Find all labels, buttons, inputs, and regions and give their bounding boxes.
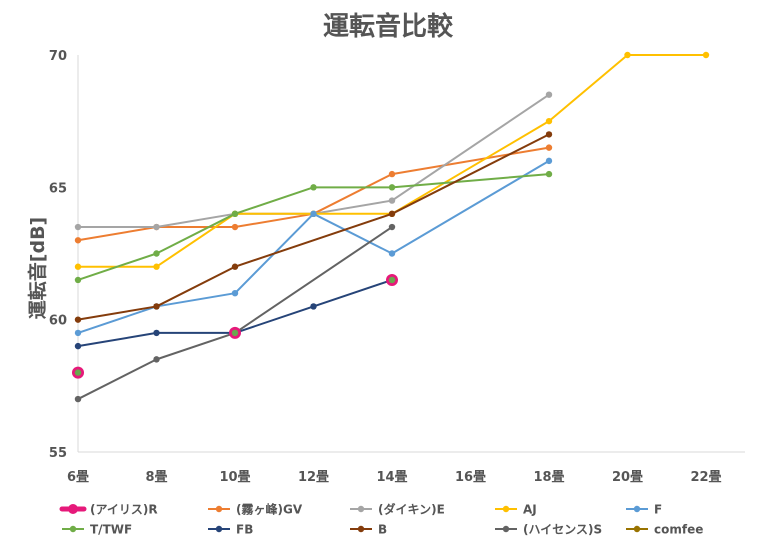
legend-marker [68,504,78,514]
data-point [388,184,396,191]
x-tick-label: 16畳 [455,470,486,485]
x-tick-label: 14畳 [376,470,407,485]
data-point-center [231,329,239,337]
legend-item: B [350,523,387,537]
data-point-center [74,369,82,376]
legend-label: (霧ヶ峰)GV [236,502,303,517]
series-7 [74,131,553,323]
legend-label: AJ [523,503,537,517]
series-5 [74,170,553,284]
y-tick-label: 55 [49,446,67,461]
legend-marker [69,525,77,533]
data-point [388,250,396,257]
legend-marker [215,505,223,513]
data-point [153,250,160,257]
series-1 [74,144,553,244]
y-tick-label: 60 [49,314,67,329]
data-point [545,91,553,98]
legend-item: comfee [626,523,703,537]
legend-label: B [378,523,387,537]
data-point [74,342,82,350]
data-point [74,329,82,337]
legend: (アイリス)R (霧ヶ峰)GV (ダイキン)E AJ F T/TWF FB B (ハイセンス)S… [59,502,703,537]
data-point [153,263,160,270]
y-tick-label: 65 [49,181,67,196]
data-point [231,223,239,231]
series-line [78,93,550,229]
x-tick-label: 8畳 [145,470,167,485]
series-line [78,54,706,268]
legend-item: T/TWF [62,523,132,537]
x-tick-label: 18畳 [533,470,564,485]
x-tick-label: 22畳 [690,470,721,485]
legend-marker [357,505,365,513]
legend-item: (ダイキン)E [350,502,445,517]
legend-item: (アイリス)R [59,503,158,517]
series-line [77,226,393,400]
data-point [231,210,239,217]
series-layer [72,51,710,403]
data-point [545,170,553,178]
data-point [624,51,631,59]
data-point [153,356,160,363]
x-tick-label: 6畳 [67,470,89,485]
legend-marker [633,525,641,533]
data-point [153,303,160,310]
legend-item: F [626,503,662,517]
data-point [310,210,317,217]
data-point [74,316,82,323]
chart-title: 運転音比較 [323,11,454,42]
series-line [77,146,550,242]
legend-marker [502,525,510,533]
legend-label: (アイリス)R [90,503,158,517]
y-tick-label: 70 [49,49,67,64]
legend-item: AJ [495,503,537,517]
data-point [74,276,82,284]
x-tick-label: 20畳 [612,470,643,485]
data-point [388,223,396,231]
data-point [388,197,396,204]
data-point [153,223,160,231]
legend-marker [215,525,223,533]
legend-label: F [654,503,662,517]
x-tick-label: 10畳 [219,470,250,485]
legend-item: (ハイセンス)S [495,523,602,537]
legend-marker [502,505,510,513]
data-point [310,184,317,191]
data-point-center [388,276,396,284]
data-point [545,117,553,125]
data-point [231,290,239,297]
legend-label: (ハイセンス)S [523,523,602,537]
legend-label: FB [236,523,253,537]
data-point [388,170,396,178]
data-point [388,210,396,217]
series-line [77,173,550,281]
data-point [702,51,710,59]
data-point [74,263,82,270]
data-point [74,223,82,231]
data-point [545,157,553,165]
legend-marker [357,525,365,533]
data-point [310,303,317,310]
data-point [153,329,160,337]
y-axis-label-group: 運転音[dB] [26,217,49,319]
legend-marker [633,505,641,513]
legend-label: (ダイキン)E [378,502,445,517]
legend-label: T/TWF [90,523,132,537]
data-point [231,263,239,270]
legend-item: FB [208,523,253,537]
axes: 55 60 65 70 6畳 8畳 10畳 12畳 14畳 16畳 18畳 20畳 22畳 [49,49,745,485]
data-point [74,237,82,244]
series-3 [74,51,710,270]
data-point [545,131,553,138]
x-tick-label: 12畳 [298,470,329,485]
legend-item: (霧ヶ峰)GV [208,502,303,517]
data-point [74,395,82,403]
data-point [545,144,553,151]
y-axis-label: 運転音[dB] [26,217,49,319]
series-0 [72,273,398,379]
legend-label: comfee [654,523,703,537]
